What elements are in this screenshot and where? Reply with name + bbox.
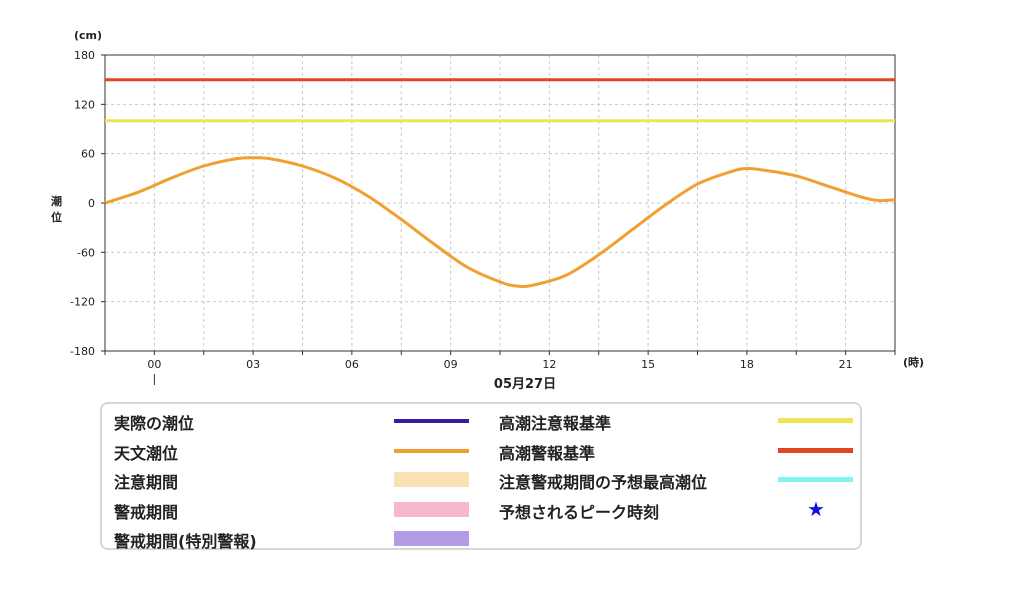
legend-swatch-caution-period (394, 472, 469, 487)
x-tick-label: 12 (542, 358, 556, 371)
date-label: 05月27日 (494, 377, 556, 392)
legend-swatch-special-warning-period (394, 531, 469, 546)
x-tick-label: 15 (641, 358, 655, 371)
legend-label-astronomical-tide: 天文潮位 (114, 444, 179, 463)
star-icon: ★ (807, 497, 825, 521)
y-tick-label: -180 (70, 345, 95, 358)
y-tick-label: 60 (81, 148, 95, 161)
legend-label-predicted-peak-time: 予想されるピーク時刻 (499, 503, 660, 522)
legend: 実際の潮位 天文潮位 注意期間 警戒期間 警戒期間(特別警報) 高潮注意報基準 … (100, 402, 862, 551)
legend-label-caution-period: 注意期間 (114, 473, 179, 492)
x-tick-label: 09 (444, 358, 458, 371)
legend-label-special-warning-period: 警戒期間(特別警報) (114, 532, 257, 551)
series-line-0 (104, 156, 896, 288)
legend-label-actual-tide: 実際の潮位 (114, 414, 195, 433)
x-tick-label: 03 (246, 358, 260, 371)
y-tick-label: 0 (88, 197, 95, 210)
legend-swatch-storm-surge-warning (778, 448, 853, 453)
legend-swatch-actual-tide (394, 419, 469, 423)
legend-label-storm-surge-warning: 高潮警報基準 (499, 444, 596, 463)
x-unit-label: (時) (903, 355, 924, 369)
y-axis-label: 潮位 (51, 194, 62, 224)
y-unit-label: (cm) (74, 29, 102, 42)
tide-chart: 180 120 60 0 -60 -120 -180 00 03 06 09 12 15 18 21 (cm)… (51, 29, 924, 392)
y-tick-label: 180 (74, 49, 95, 62)
x-tick-label: 18 (740, 358, 754, 371)
legend-swatch-predicted-max-tide (778, 477, 853, 482)
x-tick-label: 06 (345, 358, 359, 371)
x-tick-label: 00 (147, 358, 161, 371)
y-tick-label: 120 (74, 98, 95, 111)
y-tick-label: -120 (70, 296, 95, 309)
legend-label-storm-surge-advisory: 高潮注意報基準 (499, 414, 612, 433)
legend-label-predicted-max-tide: 注意警戒期間の予想最高潮位 (499, 473, 708, 492)
legend-label-warning-period: 警戒期間 (114, 503, 179, 522)
y-tick-label: -60 (77, 246, 95, 259)
legend-swatch-storm-surge-advisory (778, 418, 853, 423)
x-tick-label: 21 (839, 358, 853, 371)
legend-swatch-astronomical-tide (394, 449, 469, 453)
legend-swatch-warning-period (394, 502, 469, 517)
